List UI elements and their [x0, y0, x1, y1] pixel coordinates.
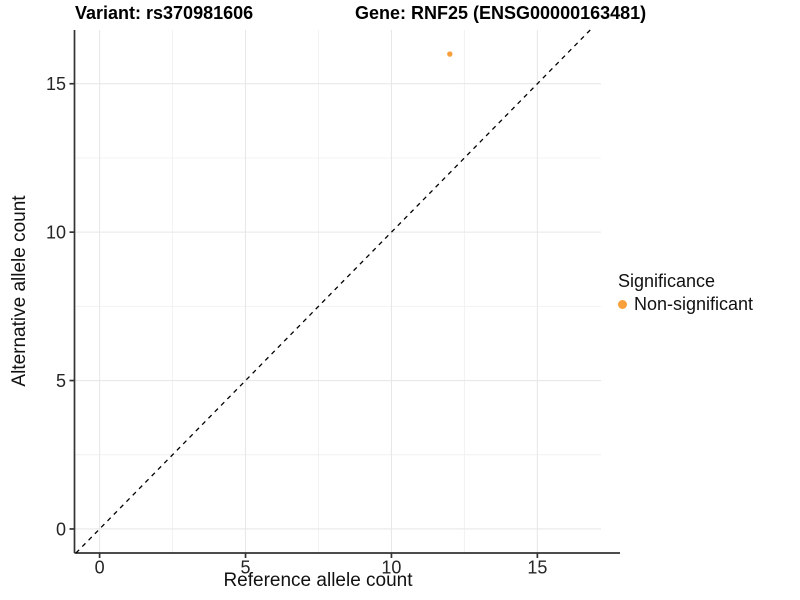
gene-title: Gene: RNF25 (ENSG00000163481) [355, 3, 647, 23]
identity-line [75, 29, 591, 554]
x-tick-label: 5 [241, 558, 251, 578]
x-tick-label: 10 [381, 558, 401, 578]
x-tick-label: 0 [95, 558, 105, 578]
non-significant-dot-icon [618, 300, 627, 309]
y-tick-label: 15 [46, 74, 66, 94]
x-tick-label: 15 [527, 558, 547, 578]
x-axis-title: Reference allele count [223, 570, 413, 591]
y-tick-label: 10 [46, 223, 66, 243]
legend-title: Significance [618, 271, 716, 291]
y-tick-label: 0 [56, 519, 66, 539]
y-tick-label: 5 [56, 371, 66, 391]
legend-item-label: Non-significant [634, 294, 754, 314]
legend: Significance Non-significant [618, 271, 753, 315]
data-point [447, 51, 453, 57]
legend-item-non-significant: Non-significant [618, 294, 753, 315]
variant-title: Variant: rs370981606 [75, 3, 254, 23]
